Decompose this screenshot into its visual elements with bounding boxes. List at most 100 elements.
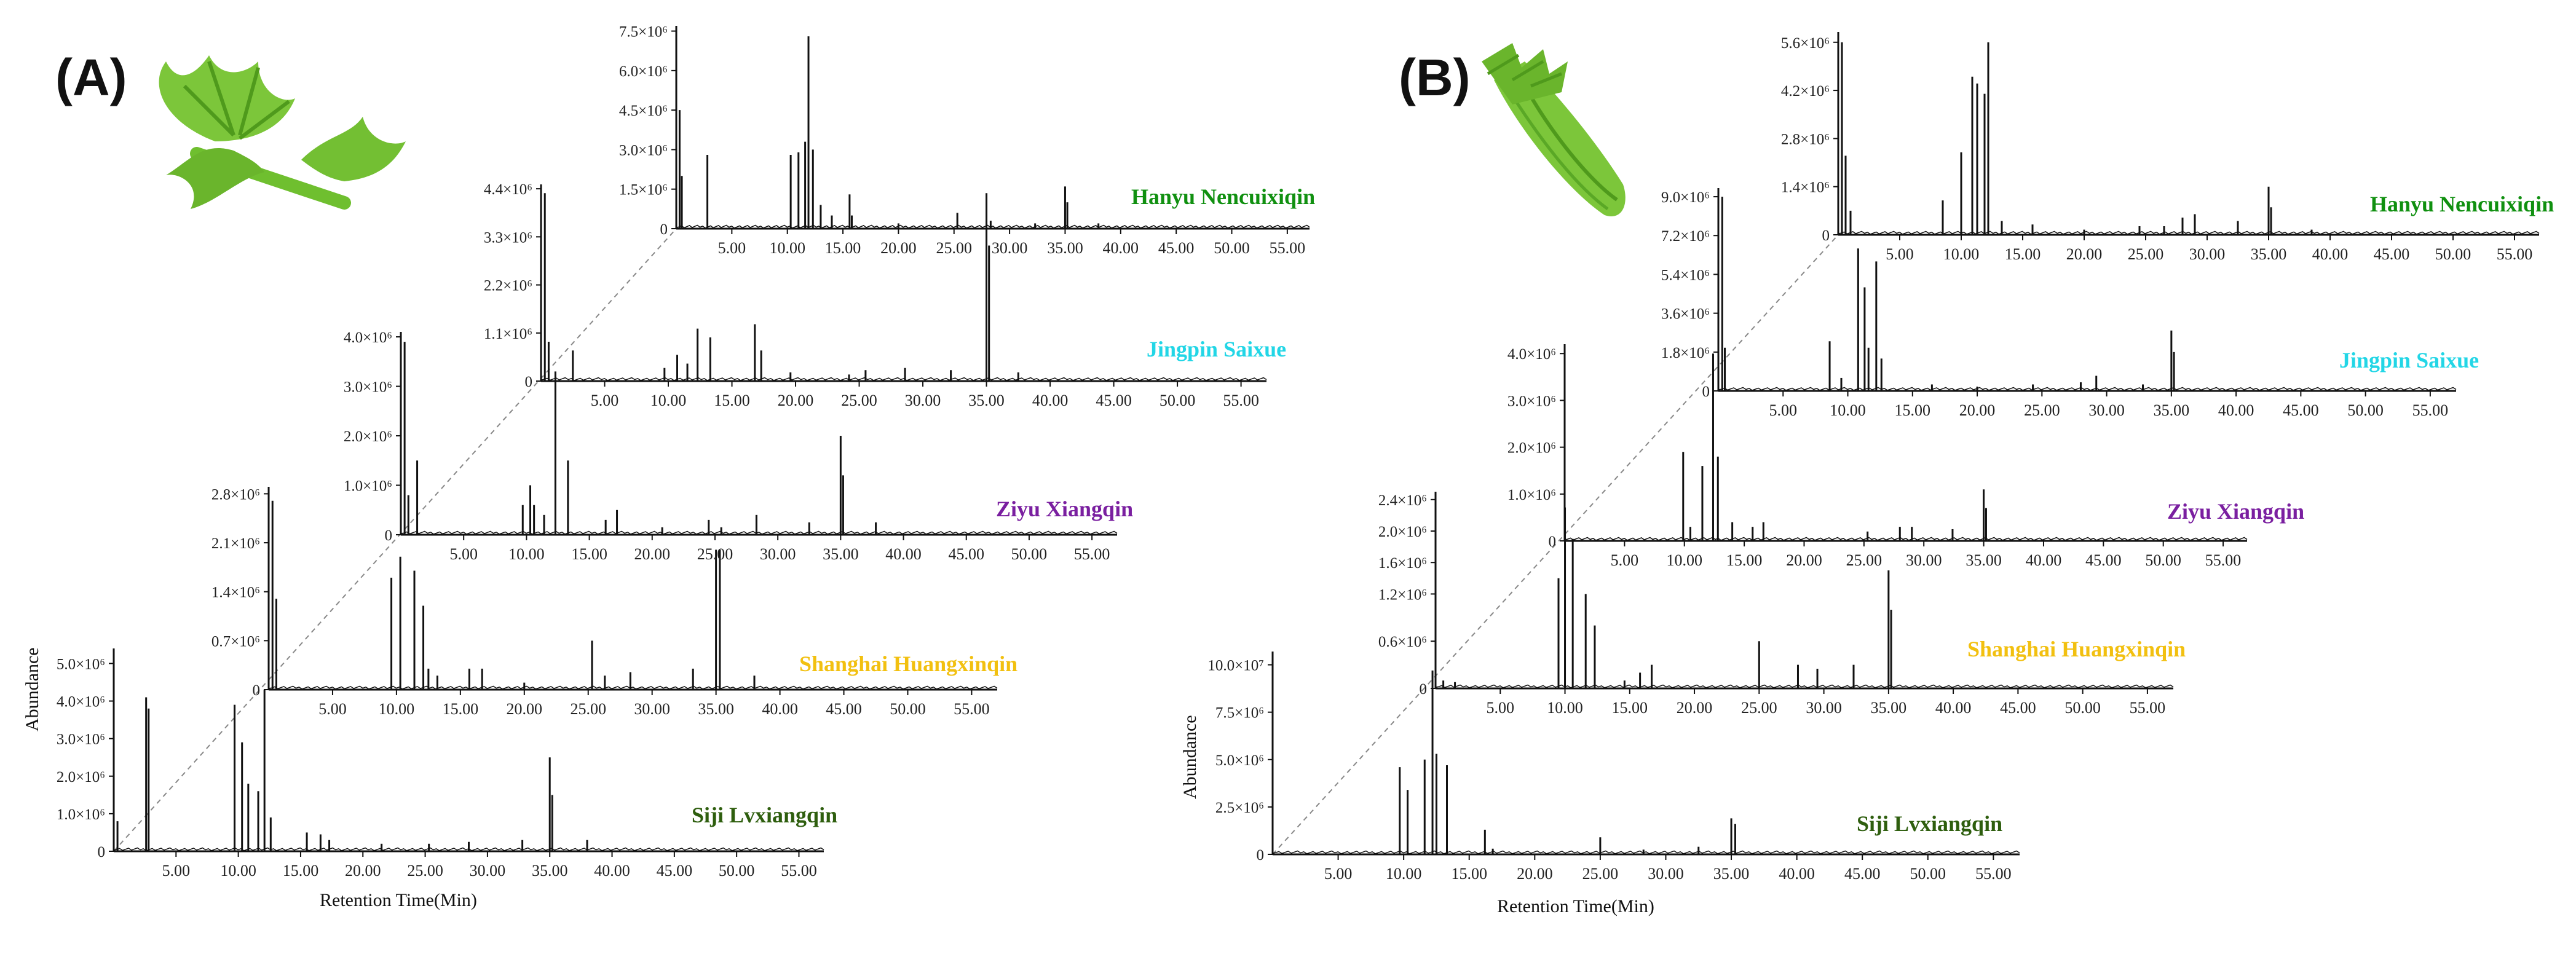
x-tick-label: 30.00 (1906, 551, 1942, 569)
baseline-trace (1564, 537, 2248, 541)
x-tick-label: 50.00 (2347, 401, 2384, 419)
x-tick-label: 20.00 (1517, 865, 1553, 883)
x-tick-label: 30.00 (2088, 401, 2125, 419)
x-axis-label: Retention Time(Min) (1497, 896, 1654, 916)
x-tick-label: 15.00 (443, 700, 479, 718)
baseline-trace (1272, 850, 2020, 854)
y-tick-label: 0 (1822, 227, 1830, 244)
y-tick-label: 0 (385, 527, 393, 544)
series-name-label: Hanyu Nencuixiqin (1131, 184, 1315, 209)
x-tick-label: 15.00 (1895, 401, 1931, 419)
y-tick-label: 3.0×10⁶ (57, 731, 105, 748)
x-tick-label: 45.00 (1844, 865, 1881, 883)
x-tick-label: 20.00 (880, 239, 917, 257)
x-tick-label: 40.00 (762, 700, 798, 718)
x-tick-label: 5.00 (1487, 699, 1515, 717)
series-jingpin-saixue: 5.00 10.00 15.00 20.00 25.00 30.00 35.00 40.00 4… (484, 181, 1286, 409)
x-tick-label: 10.00 (1386, 865, 1422, 883)
y-tick-label: 2.5×10⁶ (1215, 800, 1264, 816)
x-tick-label: 50.00 (719, 862, 755, 880)
panel-label: (A) (55, 49, 127, 106)
x-tick-label: 55.00 (2412, 401, 2449, 419)
x-tick-label: 25.00 (407, 862, 443, 880)
x-tick-label: 5.00 (1324, 865, 1353, 883)
y-tick-label: 9.0×10⁶ (1661, 189, 1710, 206)
x-tick-label: 5.00 (591, 392, 619, 409)
x-tick-label: 55.00 (1975, 865, 2012, 883)
y-tick-label: 1.0×10⁶ (344, 478, 392, 495)
diagonal-guide-line (113, 228, 677, 852)
x-tick-label: 15.00 (714, 392, 750, 409)
x-tick-label: 45.00 (1158, 239, 1195, 257)
y-tick-label: 3.3×10⁶ (484, 229, 532, 246)
x-tick-label: 10.00 (220, 862, 256, 880)
y-tick-label: 4.5×10⁶ (619, 103, 668, 119)
y-tick-label: 4.0×10⁶ (57, 694, 105, 711)
baseline-trace (1838, 230, 2540, 235)
x-tick-label: 30.00 (634, 700, 670, 718)
y-tick-label: 0 (98, 844, 106, 861)
x-tick-label: 15.00 (825, 239, 861, 257)
x-tick-label: 30.00 (1648, 865, 1684, 883)
series-name-label: Ziyu Xiangqin (996, 497, 1133, 521)
series-ziyu-xiangqin: 5.00 10.00 15.00 20.00 25.00 30.00 35.00 40.00 4… (344, 329, 1133, 563)
panel-b: (B) Abundance Retention Time(Min) 5.00 10… (1180, 32, 2554, 916)
x-tick-label: 55.00 (781, 862, 817, 880)
y-tick-label: 0 (1420, 681, 1428, 698)
x-tick-label: 55.00 (1270, 239, 1306, 257)
x-tick-label: 55.00 (2130, 699, 2166, 717)
y-tick-label: 2.0×10⁶ (1378, 524, 1427, 540)
y-tick-label: 3.0×10⁶ (344, 379, 392, 396)
x-tick-label: 10.00 (1830, 401, 1866, 419)
x-tick-label: 25.00 (1741, 699, 1777, 717)
x-tick-label: 35.00 (823, 545, 859, 563)
x-axis-label: Retention Time(Min) (320, 890, 477, 910)
series-shanghai-huangxinqin: 5.00 10.00 15.00 20.00 25.00 30.00 35.00 40.00 4… (211, 486, 1017, 718)
baseline-trace (400, 530, 1118, 535)
x-tick-label: 10.00 (379, 700, 415, 718)
x-tick-label: 15.00 (1612, 699, 1648, 717)
series-jingpin-saixue: 5.00 10.00 15.00 20.00 25.00 30.00 35.00 40.00 4… (1661, 188, 2479, 419)
y-axis-label: Abundance (22, 647, 42, 731)
x-tick-label: 55.00 (954, 700, 990, 718)
x-tick-label: 5.00 (449, 545, 478, 563)
x-tick-label: 5.00 (162, 862, 191, 880)
y-tick-label: 3.0×10⁶ (619, 142, 668, 159)
y-tick-label: 7.2×10⁶ (1661, 228, 1710, 245)
y-tick-label: 2.4×10⁶ (1378, 492, 1427, 509)
x-tick-label: 15.00 (571, 545, 607, 563)
x-tick-label: 10.00 (1547, 699, 1583, 717)
y-tick-label: 1.8×10⁶ (1661, 345, 1710, 361)
celery-stalk-icon (1482, 43, 1626, 216)
panel-label: (B) (1399, 49, 1471, 106)
x-tick-label: 10.00 (1943, 245, 1980, 263)
y-tick-label: 2.8×10⁶ (1781, 131, 1830, 148)
x-tick-label: 40.00 (885, 545, 922, 563)
series-name-label: Shanghai Huangxinqin (799, 652, 1017, 676)
x-tick-label: 45.00 (948, 545, 984, 563)
series-name-label: Jingpin Saixue (2339, 348, 2479, 372)
x-tick-label: 45.00 (1096, 392, 1132, 409)
x-tick-label: 5.00 (1769, 401, 1798, 419)
y-tick-label: 5.0×10⁶ (1215, 752, 1264, 769)
x-tick-label: 15.00 (283, 862, 319, 880)
x-tick-label: 55.00 (1074, 545, 1110, 563)
series-hanyu-nencuixiqin: 5.00 10.00 15.00 20.00 25.00 30.00 35.00 40.00 4… (1781, 32, 2554, 263)
y-tick-label: 1.2×10⁶ (1378, 586, 1427, 603)
y-tick-label: 0 (525, 374, 533, 390)
x-tick-label: 50.00 (890, 700, 926, 718)
y-tick-label: 5.0×10⁶ (57, 656, 105, 672)
y-tick-label: 0 (1257, 847, 1265, 864)
y-tick-label: 6.0×10⁶ (619, 63, 668, 80)
x-tick-label: 25.00 (697, 545, 733, 563)
x-tick-label: 20.00 (634, 545, 671, 563)
y-tick-label: 1.1×10⁶ (484, 326, 532, 342)
x-tick-label: 40.00 (1032, 392, 1069, 409)
x-tick-label: 35.00 (1047, 239, 1083, 257)
x-tick-label: 25.00 (936, 239, 973, 257)
series-ziyu-xiangqin: 5.00 10.00 15.00 20.00 25.00 30.00 35.00 40.00 4… (1507, 344, 2304, 569)
series-siji-lvxiangqin: 5.00 10.00 15.00 20.00 25.00 30.00 35.00 40.00 4… (1207, 652, 2020, 883)
x-tick-label: 20.00 (778, 392, 814, 409)
y-tick-label: 1.5×10⁶ (619, 182, 668, 199)
x-tick-label: 10.00 (508, 545, 545, 563)
